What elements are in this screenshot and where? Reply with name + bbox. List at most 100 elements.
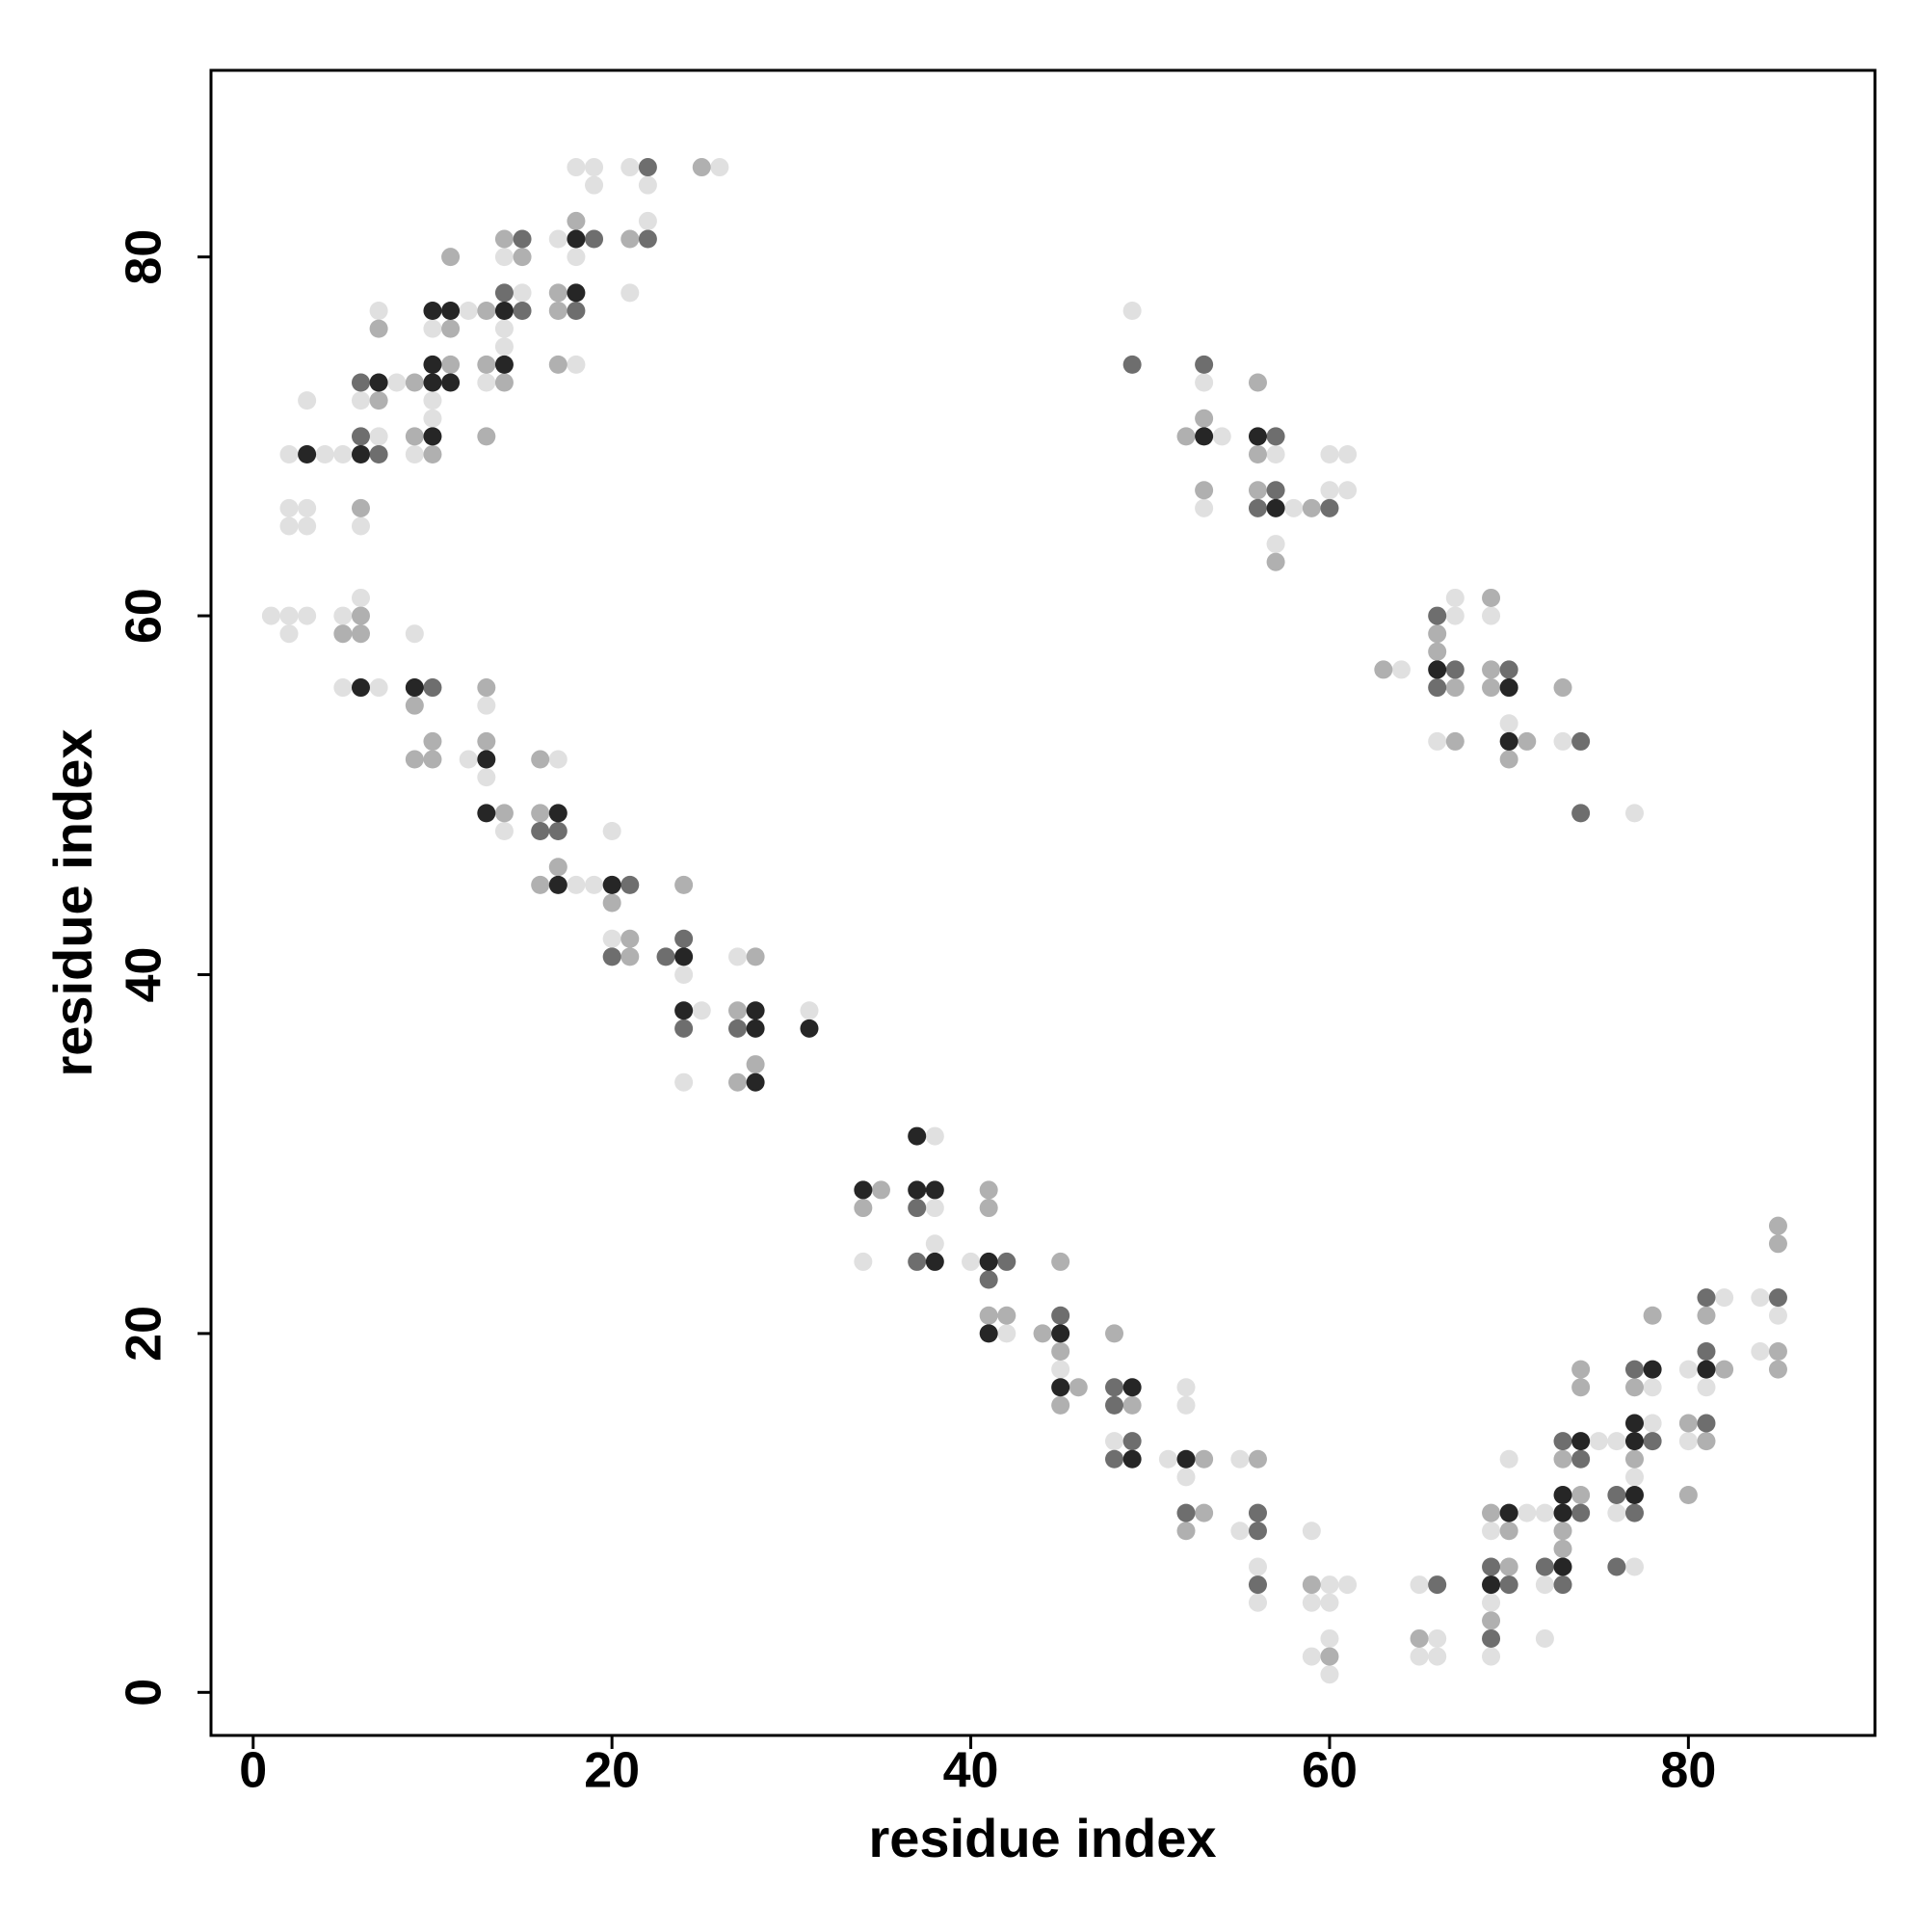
contact-point xyxy=(369,391,388,410)
contact-point xyxy=(548,858,568,877)
contact-point xyxy=(298,516,317,536)
contact-point xyxy=(1176,1522,1196,1541)
contact-point xyxy=(1768,1306,1787,1325)
contact-point xyxy=(1051,1342,1070,1362)
contact-point xyxy=(423,302,442,321)
contact-point xyxy=(477,804,496,823)
contact-point xyxy=(1051,1360,1070,1379)
contact-point xyxy=(548,804,568,823)
contact-point xyxy=(620,283,640,303)
contact-point xyxy=(567,158,586,177)
contact-point xyxy=(261,606,280,625)
contact-point xyxy=(351,427,370,446)
contact-point xyxy=(1320,1665,1339,1684)
contact-point xyxy=(997,1252,1016,1271)
contact-point xyxy=(387,373,407,392)
contact-point xyxy=(727,947,747,966)
contact-point xyxy=(1499,731,1518,751)
contact-point xyxy=(1607,1432,1626,1451)
contact-point xyxy=(908,1252,927,1271)
contact-point xyxy=(800,1019,819,1038)
contact-point xyxy=(1212,427,1231,446)
contact-point xyxy=(638,158,657,177)
contact-point xyxy=(423,427,442,446)
contact-point xyxy=(1624,1485,1644,1504)
contact-point xyxy=(674,1072,694,1092)
contact-point xyxy=(548,302,568,321)
contact-point xyxy=(513,229,532,249)
y-tick-label: 20 xyxy=(117,1306,172,1362)
contact-point xyxy=(602,822,621,841)
contact-point xyxy=(531,875,550,894)
contact-point xyxy=(1697,1432,1716,1451)
contact-point xyxy=(1195,481,1214,500)
contact-point xyxy=(567,355,586,374)
contact-point xyxy=(1535,1503,1554,1522)
contact-point xyxy=(979,1324,998,1343)
contact-point xyxy=(567,283,586,303)
contact-point xyxy=(477,750,496,769)
contact-point xyxy=(1571,804,1591,823)
contact-point xyxy=(585,175,604,195)
contact-point xyxy=(1482,606,1501,625)
contact-point xyxy=(674,1001,694,1020)
contact-point xyxy=(351,678,370,698)
contact-point xyxy=(1553,1575,1572,1595)
contact-point xyxy=(1607,1557,1626,1576)
contact-point xyxy=(1535,1557,1554,1576)
contact-point xyxy=(494,283,514,303)
contact-point xyxy=(1751,1342,1770,1362)
contact-point xyxy=(369,302,388,321)
contact-point xyxy=(548,875,568,894)
contact-point xyxy=(441,248,461,267)
contact-point xyxy=(1428,660,1447,679)
contact-point xyxy=(1571,1360,1591,1379)
contact-point xyxy=(1482,1503,1501,1522)
contact-point xyxy=(1571,1503,1591,1522)
contact-point xyxy=(1266,498,1285,517)
contact-point xyxy=(620,947,640,966)
contact-point xyxy=(1697,1378,1716,1397)
contact-point xyxy=(1499,1557,1518,1576)
contact-point xyxy=(279,624,299,644)
contact-point xyxy=(1482,1522,1501,1541)
contact-point xyxy=(854,1252,873,1271)
contact-point xyxy=(727,1072,747,1092)
contact-point xyxy=(351,444,370,463)
contact-point xyxy=(692,1001,711,1020)
contact-point xyxy=(1158,1449,1177,1469)
contact-point xyxy=(531,822,550,841)
contact-point xyxy=(1248,1503,1267,1522)
contact-point xyxy=(1482,678,1501,698)
contact-point xyxy=(585,158,604,177)
contact-point xyxy=(1499,1449,1518,1469)
contact-point xyxy=(908,1126,927,1146)
contact-point xyxy=(423,391,442,410)
contact-point xyxy=(620,929,640,948)
contact-point xyxy=(494,337,514,357)
contact-point xyxy=(1302,1575,1321,1595)
contact-point xyxy=(1176,427,1196,446)
contact-point xyxy=(548,283,568,303)
contact-point xyxy=(333,606,353,625)
contact-point xyxy=(279,444,299,463)
contact-point xyxy=(1553,1557,1572,1576)
contact-point xyxy=(1266,427,1285,446)
contact-point xyxy=(1122,1378,1142,1397)
contact-point xyxy=(1051,1252,1070,1271)
contact-point xyxy=(548,229,568,249)
contact-point xyxy=(477,355,496,374)
contact-point xyxy=(279,498,299,517)
contact-point xyxy=(1122,1432,1142,1451)
contact-point xyxy=(351,624,370,644)
contact-point xyxy=(727,1001,747,1020)
contact-point xyxy=(962,1252,981,1271)
contact-point xyxy=(1320,1647,1339,1666)
contact-point xyxy=(459,750,478,769)
contact-point xyxy=(1445,660,1465,679)
contact-point xyxy=(1320,1628,1339,1648)
contact-point xyxy=(494,373,514,392)
contact-point xyxy=(620,875,640,894)
